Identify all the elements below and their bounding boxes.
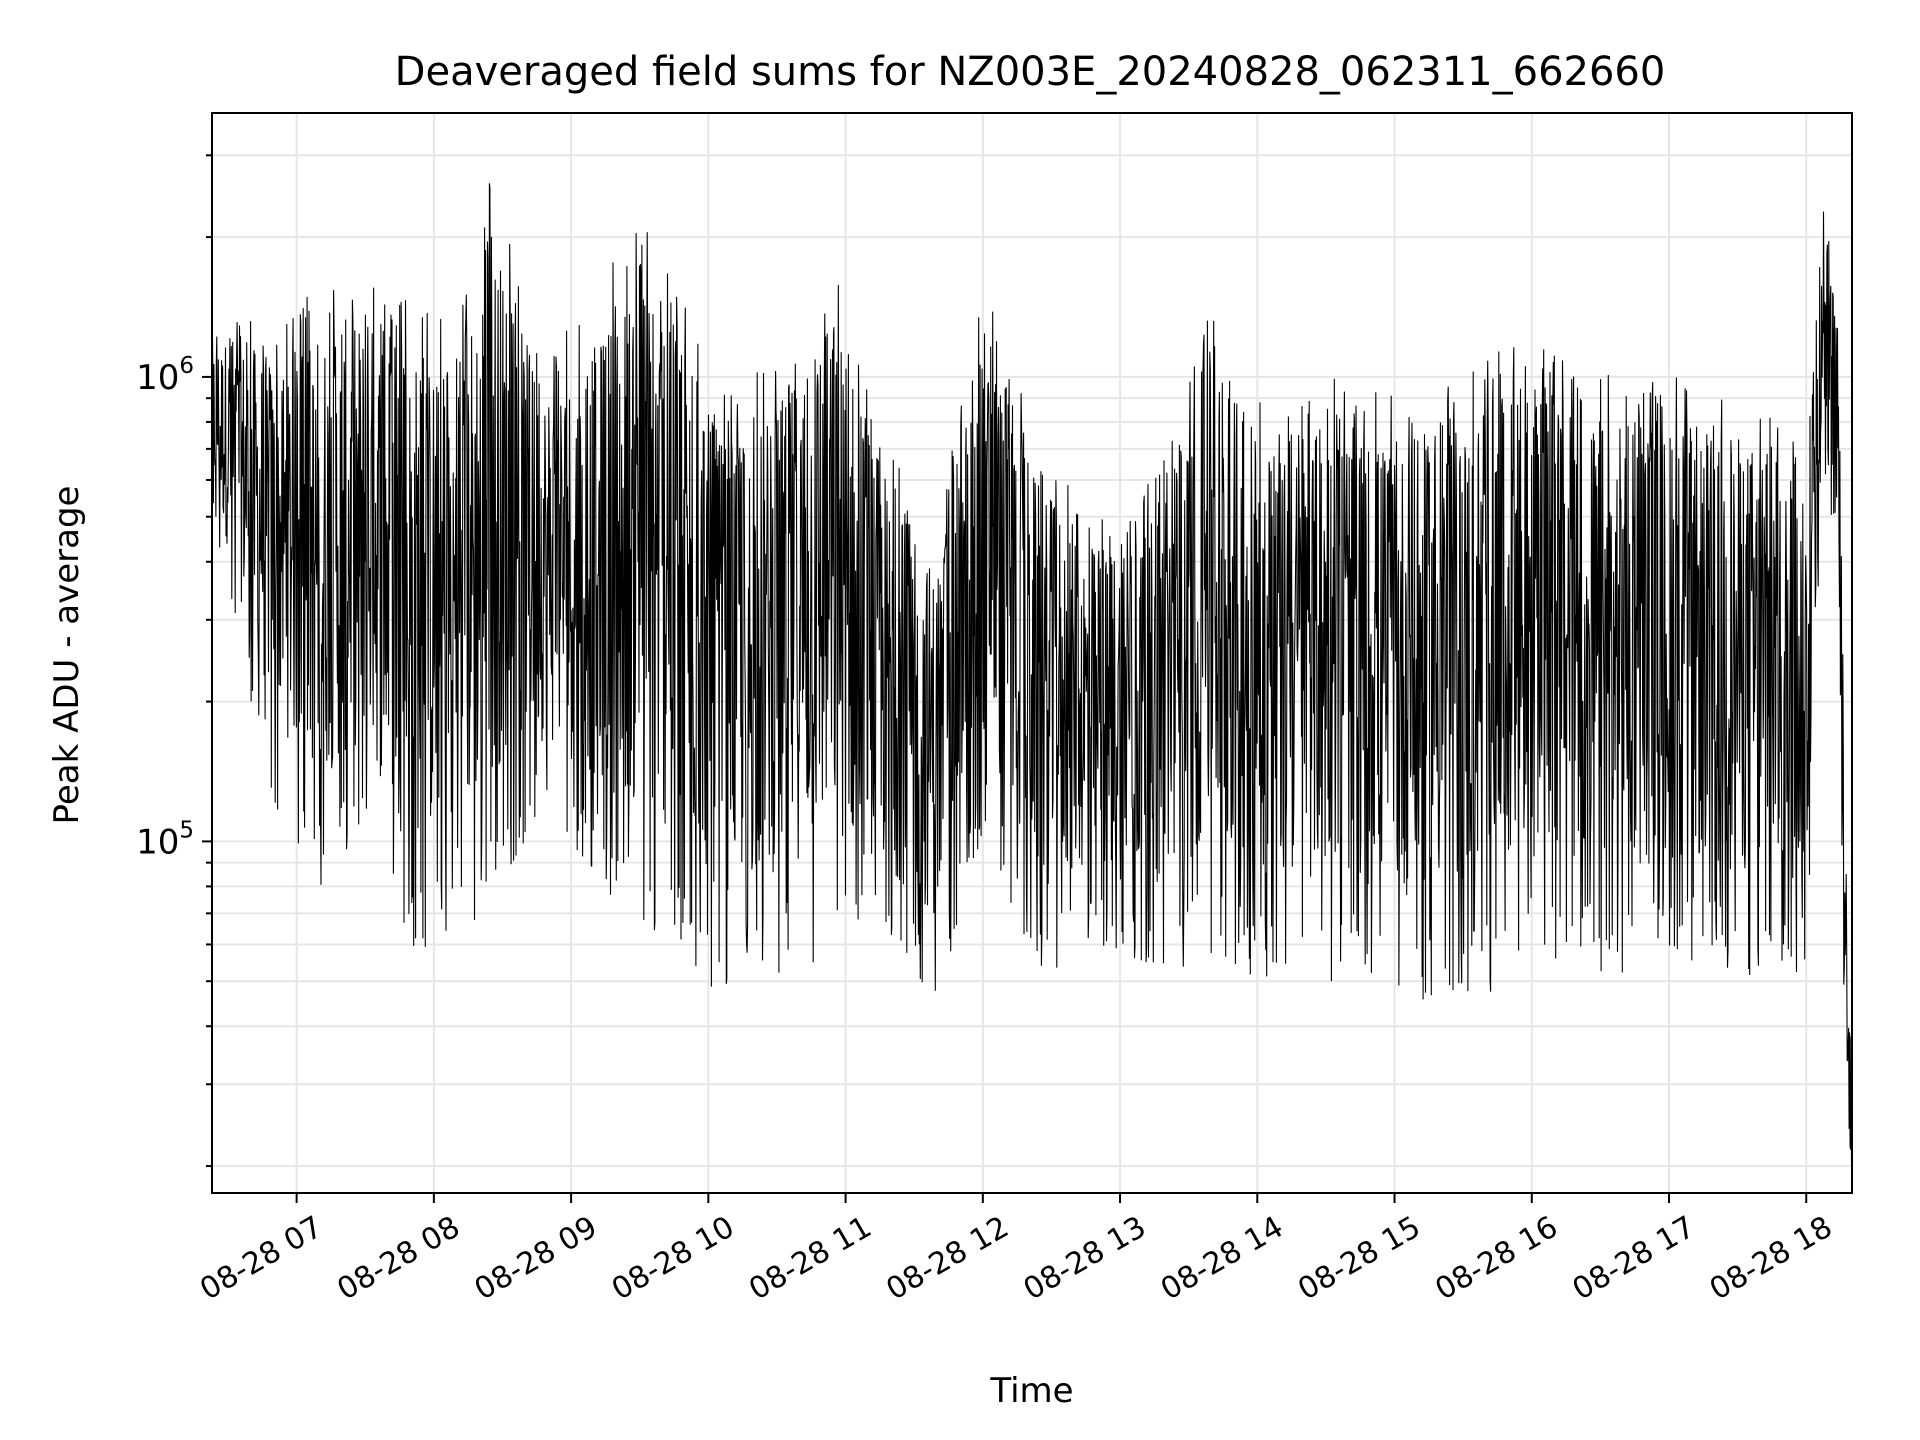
plot-frame xyxy=(211,112,1853,1194)
x-axis-label: Time xyxy=(989,1371,1073,1411)
y-axis: 105 106 xyxy=(136,154,212,1168)
y-axis-label: Peak ADU - average xyxy=(47,486,87,825)
y-tick-label: 105 xyxy=(136,817,194,862)
chart-title: Deaveraged field sums for NZ003E_2024082… xyxy=(395,49,1666,95)
series-line xyxy=(211,183,1853,1166)
y-tick-label: 106 xyxy=(136,353,194,398)
series-trace xyxy=(211,183,1853,1166)
